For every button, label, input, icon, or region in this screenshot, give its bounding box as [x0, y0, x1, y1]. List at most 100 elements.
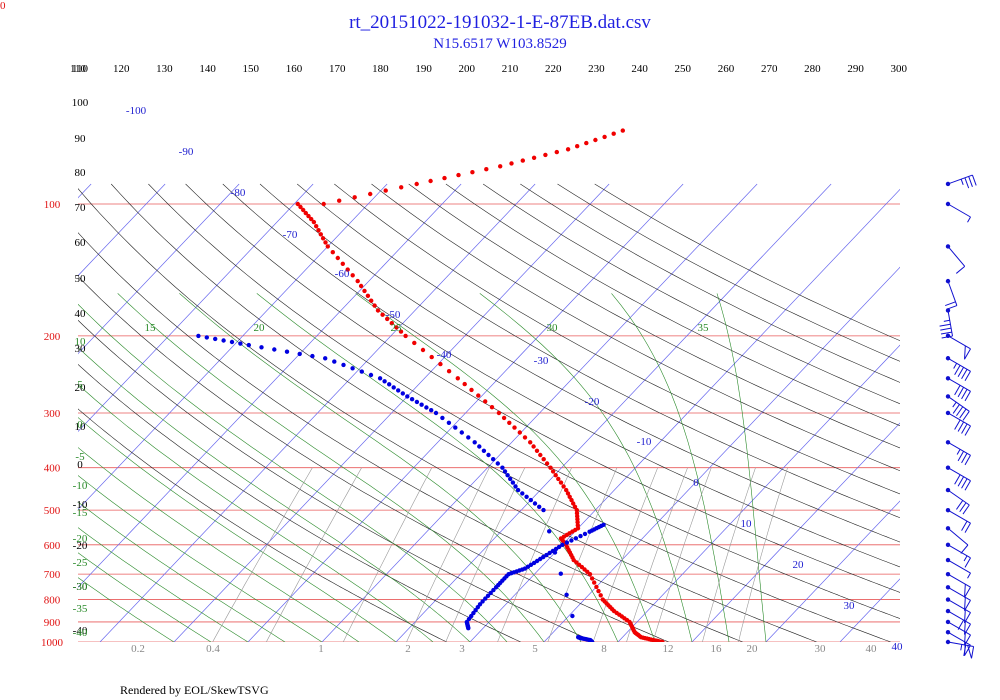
- moist-adiabat-line: [78, 501, 286, 642]
- dry-adiabat-left-label: 40: [75, 308, 87, 320]
- sounding-point: [517, 430, 522, 435]
- sounding-point: [593, 137, 598, 143]
- wind-barb: [945, 487, 970, 515]
- mixing-ratio-label: 5: [532, 643, 538, 655]
- sounding-point: [532, 501, 538, 506]
- mixing-ratio-label: 12: [663, 643, 674, 655]
- moist-adiabat-left-label: -25: [73, 557, 88, 569]
- dry-adiabat-top-label: 220: [545, 63, 562, 75]
- sounding-point: [438, 361, 443, 367]
- mixing-ratio-label: 3: [459, 643, 465, 655]
- sounding-point: [481, 448, 487, 453]
- wind-barb-pennant: [964, 584, 971, 598]
- moist-adiabat-line: [716, 293, 767, 642]
- isobar-label: 700: [44, 569, 61, 581]
- sounding-point: [576, 635, 581, 640]
- isobar-label: 600: [44, 540, 61, 552]
- isotherm-line: [395, 183, 832, 642]
- sounding-point: [399, 185, 404, 190]
- wind-barb-feather: [964, 480, 971, 491]
- mixing-ratio-label: 0.2: [131, 643, 145, 655]
- isobar-label: 300: [44, 408, 61, 420]
- series-dewpoint-low-level-segments: [464, 522, 606, 631]
- sounding-point: [477, 602, 483, 607]
- sounding-point: [359, 369, 364, 374]
- sounding-point: [620, 128, 625, 133]
- isotherm-line: [617, 344, 900, 642]
- moist-adiabat-line: [117, 293, 545, 642]
- sounding-point: [424, 405, 429, 410]
- sounding-point: [600, 597, 605, 602]
- wind-barb-feather: [963, 645, 967, 657]
- moist-adiabat-label: 25: [391, 322, 403, 334]
- wind-barb-feather: [940, 327, 952, 331]
- mixing-ratio-line: [342, 467, 433, 642]
- sounding-point: [602, 134, 607, 140]
- sounding-point: [414, 399, 420, 405]
- sounding-point: [429, 408, 434, 413]
- wind-barb-staff: [947, 174, 973, 185]
- sounding-point: [221, 338, 226, 343]
- sounding-point: [524, 494, 529, 499]
- sounding-point: [405, 394, 410, 399]
- isotherm-line: [469, 188, 900, 642]
- wind-barb-feather: [940, 331, 952, 335]
- dry-adiabat-line: [482, 183, 900, 405]
- chart-title: rt_20151022-191032-1-E-87EB.dat.csv: [349, 12, 651, 33]
- moist-adiabat-line: [479, 293, 693, 642]
- sounding-point: [340, 261, 345, 266]
- sounding-point: [362, 288, 367, 294]
- wind-barb-feather: [957, 451, 965, 462]
- sounding-point: [505, 473, 510, 478]
- sounding-point: [301, 207, 306, 213]
- wind-barb-staff: [947, 610, 971, 625]
- moist-adiabat-line: [355, 293, 656, 642]
- sounding-point: [442, 175, 447, 181]
- wind-barb-feather: [964, 522, 971, 533]
- wind-barb-pennant: [964, 597, 971, 611]
- wind-barb-feather: [939, 323, 951, 327]
- dry-adiabat-left-label: -10: [73, 499, 88, 511]
- sounding-point: [528, 440, 533, 445]
- dry-adiabat-top-label: 240: [631, 63, 648, 75]
- mixing-ratio-line: [445, 467, 526, 642]
- moist-adiabat-line: [611, 293, 730, 642]
- dry-adiabat-line: [148, 183, 900, 619]
- wind-barb-feather: [961, 520, 968, 531]
- sounding-point: [389, 321, 394, 326]
- sounding-point: [325, 244, 330, 249]
- wind-barb-staff: [947, 641, 974, 648]
- dry-adiabat-left-label: 30: [75, 343, 87, 355]
- sounding-point: [538, 452, 543, 458]
- dry-adiabat-line: [520, 183, 900, 383]
- dry-adiabat-top-label: 180: [372, 63, 389, 75]
- sounding-point: [306, 213, 311, 219]
- wind-barb: [945, 376, 971, 402]
- dry-adiabat-left-label: 80: [75, 167, 87, 179]
- sounding-point: [565, 147, 571, 152]
- isotherm-line: [321, 183, 758, 642]
- sounding-point: [537, 504, 542, 509]
- sounding-point: [491, 587, 496, 593]
- isobar-label: 900: [44, 617, 61, 629]
- moist-adiabat-label: 15: [145, 322, 157, 334]
- wind-barb-feather: [961, 453, 968, 464]
- sounding-point: [547, 529, 552, 534]
- sounding-point: [574, 507, 579, 513]
- series-temperature-upper-fragment: [321, 128, 625, 207]
- dry-adiabat-left-label: 50: [75, 273, 87, 285]
- sounding-point: [495, 461, 500, 466]
- sounding-point: [476, 393, 481, 398]
- moist-adiabat-line: [256, 293, 619, 642]
- sounding-point: [477, 444, 482, 449]
- wind-barb: [945, 571, 971, 598]
- isotherm-label: -30: [534, 355, 549, 367]
- isobar-label: 400: [44, 463, 61, 475]
- dry-adiabat-left-label: 90: [75, 133, 87, 145]
- isotherm-line: [99, 183, 536, 642]
- wind-barb-feather: [956, 406, 964, 417]
- sounding-point: [611, 131, 616, 136]
- dry-adiabat-top-label: 300: [891, 63, 908, 75]
- wind-barb-feather: [961, 423, 968, 434]
- sounding-point: [341, 362, 346, 368]
